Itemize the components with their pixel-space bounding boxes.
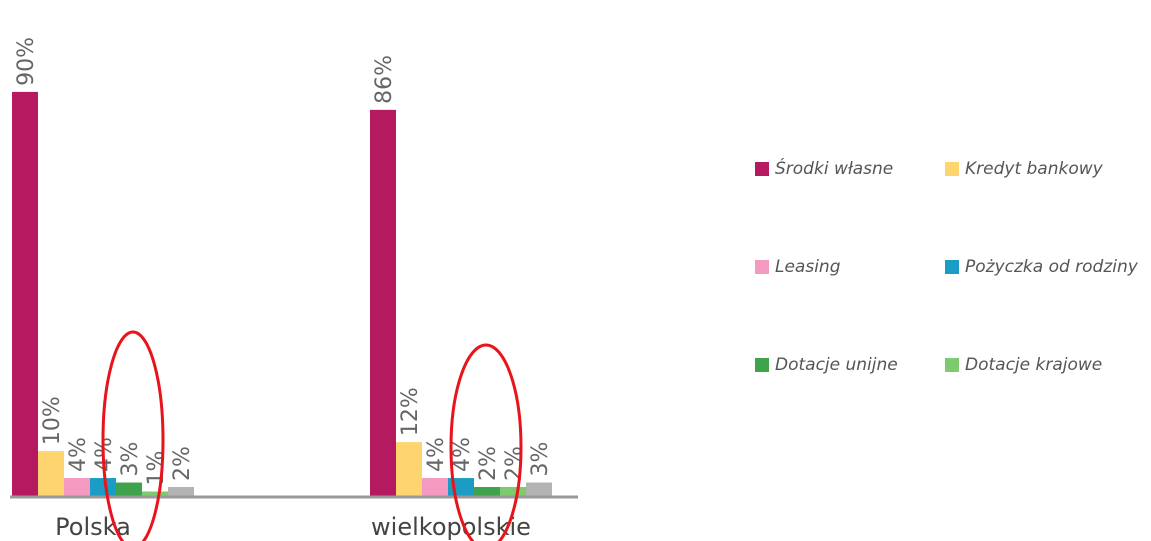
legend-item: Pożyczka od rodziny [945, 253, 1145, 281]
bar-wielkopolskie-1 [396, 442, 422, 496]
legend-item: Środki własne [755, 155, 945, 183]
value-label: 2% [476, 446, 501, 481]
highlight-ellipse [449, 343, 523, 541]
chart-legend: Środki własne Kredyt bankowy Leasing Pożycz… [755, 155, 1145, 379]
value-label: 10% [40, 396, 65, 445]
value-label: 4% [66, 437, 91, 472]
bar-polska-6 [168, 487, 194, 496]
legend-label: Kredyt bankowy [965, 159, 1103, 179]
legend-label: Dotacje krajowe [965, 355, 1103, 375]
legend-swatch [755, 358, 769, 372]
bar-wielkopolskie-5 [500, 487, 526, 496]
value-label: 4% [450, 437, 475, 472]
bar-polska-5 [142, 491, 168, 496]
value-label: 1% [144, 451, 169, 486]
bar-polska-3 [90, 478, 116, 496]
legend-item: Dotacje unijne [755, 351, 945, 379]
legend-swatch [755, 162, 769, 176]
bar-polska-4 [116, 482, 142, 496]
value-label: 2% [170, 446, 195, 481]
legend-swatch [945, 260, 959, 274]
legend-label: Leasing [775, 257, 841, 277]
legend-label: Dotacje unijne [775, 355, 898, 375]
value-label: 4% [424, 437, 449, 472]
highlight-ellipse [101, 330, 165, 541]
bar-wielkopolskie-6 [526, 482, 552, 496]
value-label: 2% [502, 446, 527, 481]
bar-polska-0 [12, 91, 38, 497]
legend-swatch [755, 260, 769, 274]
legend-item: Kredyt bankowy [945, 155, 1145, 183]
bar-polska-1 [38, 451, 64, 496]
legend-item: Leasing [755, 253, 945, 281]
bar-polska-2 [64, 478, 90, 496]
value-label: 3% [528, 442, 553, 477]
legend-item: Dotacje krajowe [945, 351, 1145, 379]
value-label: 12% [398, 387, 423, 436]
legend-label: Środki własne [775, 159, 894, 179]
legend-swatch [945, 358, 959, 372]
bar-wielkopolskie-4 [474, 487, 500, 496]
legend-label: Pożyczka od rodziny [965, 257, 1138, 277]
value-label: 86% [372, 55, 397, 104]
bar-wielkopolskie-2 [422, 478, 448, 496]
bar-wielkopolskie-0 [370, 109, 396, 497]
value-label: 90% [14, 37, 39, 86]
legend-swatch [945, 162, 959, 176]
value-label: 3% [118, 442, 143, 477]
